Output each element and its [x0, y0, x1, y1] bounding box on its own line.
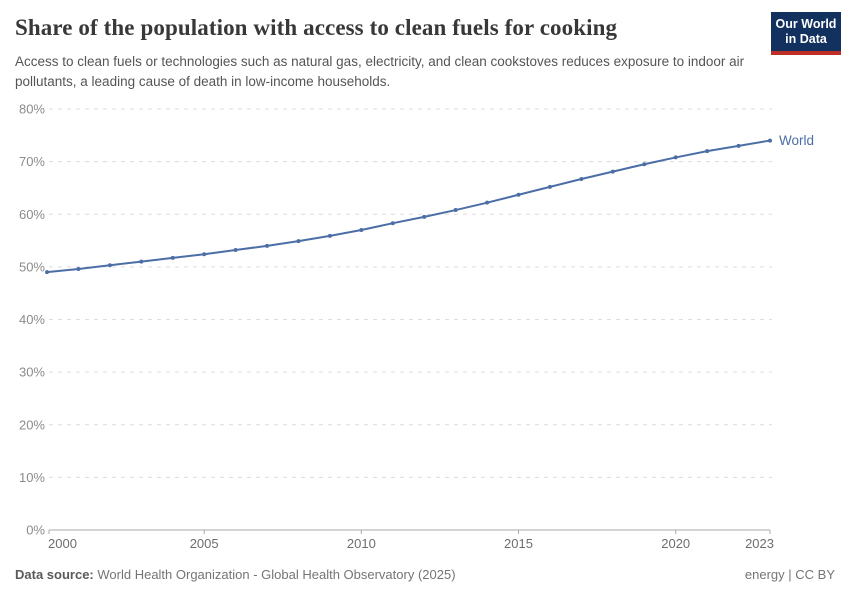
- data-source-label: Data source:: [15, 567, 94, 582]
- data-point: [390, 221, 395, 226]
- data-point: [76, 266, 81, 271]
- license-badge: energy | CC BY: [744, 567, 835, 582]
- world-end-label: World: [779, 133, 814, 148]
- data-point: [642, 162, 647, 167]
- owid-logo: Our World in Data: [771, 12, 841, 55]
- logo-line2: in Data: [785, 32, 827, 46]
- data-point: [768, 138, 772, 143]
- x-tick-label: 2023: [745, 536, 774, 551]
- y-tick-label: 70%: [19, 154, 45, 169]
- data-point: [453, 208, 458, 213]
- y-tick-label: 50%: [19, 259, 45, 274]
- logo-line1: Our World: [775, 17, 837, 31]
- data-point: [516, 192, 521, 197]
- data-point: [265, 243, 270, 248]
- y-tick-label: 20%: [19, 417, 45, 432]
- data-point: [610, 169, 615, 174]
- data-source: Data source: World Health Organization -…: [15, 567, 456, 582]
- data-point: [422, 214, 427, 219]
- y-tick-label: 10%: [19, 470, 45, 485]
- data-point: [359, 228, 364, 233]
- data-point: [45, 270, 49, 275]
- data-point: [107, 263, 112, 268]
- x-tick-label: 2015: [504, 536, 533, 551]
- data-point: [673, 155, 678, 160]
- world-line: [46, 139, 771, 274]
- data-point: [139, 259, 144, 264]
- data-point: [547, 184, 552, 189]
- data-point: [327, 233, 332, 238]
- data-point: [202, 252, 207, 257]
- data-point: [485, 200, 490, 205]
- x-tick-label: 2000: [48, 536, 77, 551]
- y-tick-label: 80%: [19, 102, 45, 117]
- y-tick-label: 0%: [26, 523, 45, 538]
- data-point: [579, 176, 584, 181]
- data-point: [705, 149, 710, 154]
- y-tick-label: 30%: [19, 365, 45, 380]
- data-source-text: World Health Organization - Global Healt…: [97, 567, 456, 582]
- x-tick-label: 2005: [190, 536, 219, 551]
- x-tick-label: 2020: [661, 536, 690, 551]
- data-point: [233, 248, 238, 253]
- data-point: [296, 239, 301, 244]
- y-tick-label: 60%: [19, 207, 45, 222]
- y-tick-label: 40%: [19, 312, 45, 327]
- data-point: [170, 255, 175, 260]
- data-point: [736, 143, 741, 148]
- x-tick-label: 2010: [347, 536, 376, 551]
- chart-footer: Data source: World Health Organization -…: [15, 567, 835, 582]
- chart-subtitle: Access to clean fuels or technologies su…: [15, 54, 745, 89]
- page-title: Share of the population with access to c…: [15, 15, 618, 40]
